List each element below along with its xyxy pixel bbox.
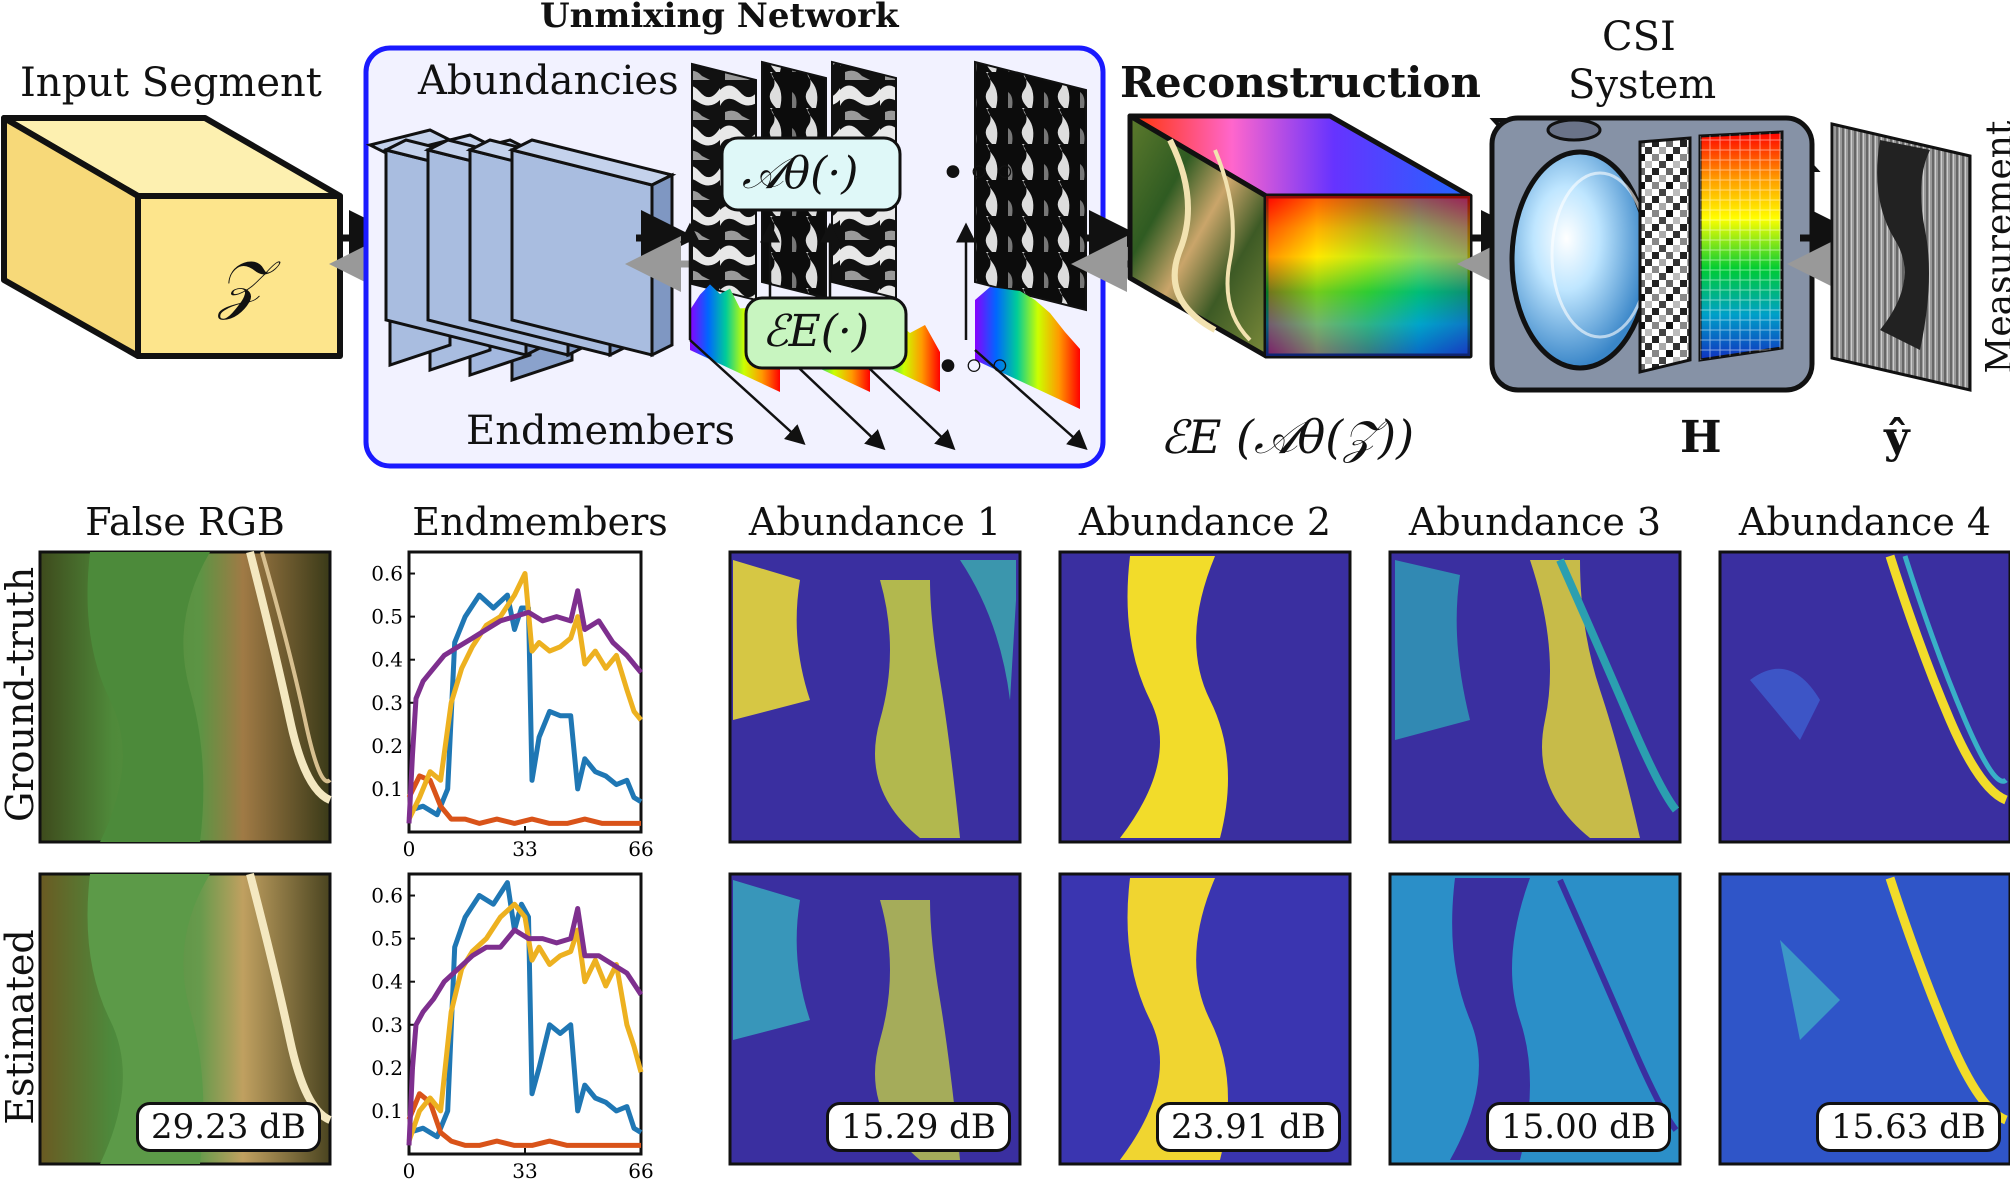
y-tick-label: 0.4 <box>371 648 403 672</box>
measurement-label: Measurement <box>1980 154 2010 374</box>
abundance-operator: 𝒜θ(·) <box>742 148 858 199</box>
y-tick-label: 0.4 <box>371 970 403 994</box>
endmember-chart-estimated: 0.1 0.2 0.3 0.4 0.5 0.6 0 33 66 <box>365 862 655 1202</box>
col-title-false-rgb: False RGB <box>40 500 330 544</box>
x-tick-label: 33 <box>512 837 537 861</box>
col-title-abundance-4: Abundance 4 <box>1720 500 2010 544</box>
gt-abundance-3 <box>1390 552 1680 842</box>
abundancies-label: Abundancies <box>418 58 679 104</box>
x-tick-label: 66 <box>628 1159 653 1183</box>
y-tick-label: 0.3 <box>371 1013 403 1037</box>
x-tick-label: 0 <box>403 1159 416 1183</box>
gt-abundance-1 <box>730 552 1020 842</box>
endmember-operator: ℰE(·) <box>762 306 869 357</box>
y-tick-label: 0.5 <box>371 605 403 629</box>
row-label-ground-truth: Ground-truth <box>0 582 42 822</box>
row-label-estimated: Estimated <box>0 907 42 1147</box>
measurement-symbol: ŷ <box>1884 412 1910 463</box>
y-tick-label: 0.2 <box>371 734 403 758</box>
input-segment-label: Input Segment <box>20 60 322 106</box>
y-tick-label: 0.1 <box>371 777 403 801</box>
x-tick-label: 33 <box>512 1159 537 1183</box>
y-tick-label: 0.6 <box>371 562 403 586</box>
csi-label-line1: CSI <box>1602 14 1676 60</box>
col-title-abundance-3: Abundance 3 <box>1390 500 1680 544</box>
endmembers-label: Endmembers <box>466 408 735 454</box>
x-tick-label: 66 <box>628 837 653 861</box>
db-badge-rgb: 29.23 dB <box>136 1102 321 1152</box>
db-badge-ab2: 23.91 dB <box>1156 1102 1341 1152</box>
col-title-endmembers: Endmembers <box>395 500 685 544</box>
y-tick-label: 0.2 <box>371 1056 403 1080</box>
csi-system-icon <box>1492 118 1816 390</box>
network-layers <box>370 130 672 380</box>
db-badge-ab4: 15.63 dB <box>1816 1102 2001 1152</box>
col-title-abundance-1: Abundance 1 <box>730 500 1020 544</box>
csi-label-line2: System <box>1568 62 1716 108</box>
csi-symbol: H <box>1680 412 1722 463</box>
input-symbol: 𝒵 <box>218 248 267 322</box>
y-tick-label: 0.5 <box>371 927 403 951</box>
abundance-ellipsis: •◦◦ <box>940 148 1018 199</box>
gt-false-rgb <box>40 552 330 842</box>
endmember-chart-ground-truth: 0.1 0.2 0.3 0.4 0.5 0.6 0 33 66 <box>365 540 655 880</box>
gt-abundance-4 <box>1720 552 2010 842</box>
y-tick-label: 0.1 <box>371 1099 403 1123</box>
reconstruction-formula: ℰE (𝒜θ(𝒵)) <box>1160 410 1414 466</box>
gt-abundance-2 <box>1060 552 1350 842</box>
network-title: Unmixing Network <box>540 0 899 36</box>
db-badge-ab1: 15.29 dB <box>826 1102 1011 1152</box>
endmember-ellipsis: •◦◦ <box>935 342 1013 393</box>
x-tick-label: 0 <box>403 837 416 861</box>
measurement-image <box>1832 124 1970 390</box>
db-badge-ab3: 15.00 dB <box>1486 1102 1671 1152</box>
col-title-abundance-2: Abundance 2 <box>1060 500 1350 544</box>
reconstruction-cube <box>1130 116 1470 356</box>
y-tick-label: 0.3 <box>371 691 403 715</box>
input-cube <box>4 118 340 356</box>
reconstruction-label: Reconstruction <box>1120 58 1481 107</box>
y-tick-label: 0.6 <box>371 884 403 908</box>
